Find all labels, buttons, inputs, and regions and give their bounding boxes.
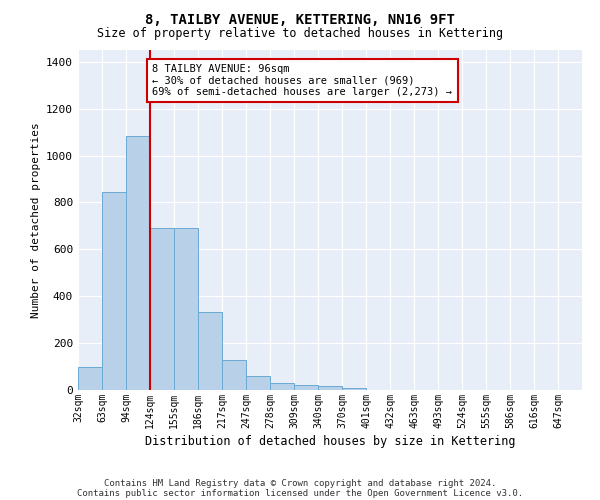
- Text: Contains HM Land Registry data © Crown copyright and database right 2024.: Contains HM Land Registry data © Crown c…: [104, 478, 496, 488]
- Bar: [222, 360, 246, 390]
- Text: 8, TAILBY AVENUE, KETTERING, NN16 9FT: 8, TAILBY AVENUE, KETTERING, NN16 9FT: [145, 12, 455, 26]
- Bar: [270, 383, 294, 390]
- X-axis label: Distribution of detached houses by size in Kettering: Distribution of detached houses by size …: [145, 435, 515, 448]
- Bar: [174, 228, 198, 390]
- Bar: [78, 367, 102, 390]
- Text: Contains public sector information licensed under the Open Government Licence v3: Contains public sector information licen…: [77, 488, 523, 498]
- Bar: [342, 388, 366, 390]
- Bar: [318, 386, 342, 390]
- Bar: [102, 192, 126, 390]
- Text: Size of property relative to detached houses in Kettering: Size of property relative to detached ho…: [97, 28, 503, 40]
- Bar: [126, 136, 150, 390]
- Y-axis label: Number of detached properties: Number of detached properties: [31, 122, 41, 318]
- Bar: [246, 376, 270, 390]
- Bar: [150, 228, 174, 390]
- Bar: [198, 312, 222, 390]
- Text: 8 TAILBY AVENUE: 96sqm
← 30% of detached houses are smaller (969)
69% of semi-de: 8 TAILBY AVENUE: 96sqm ← 30% of detached…: [152, 64, 452, 98]
- Bar: [294, 386, 318, 390]
